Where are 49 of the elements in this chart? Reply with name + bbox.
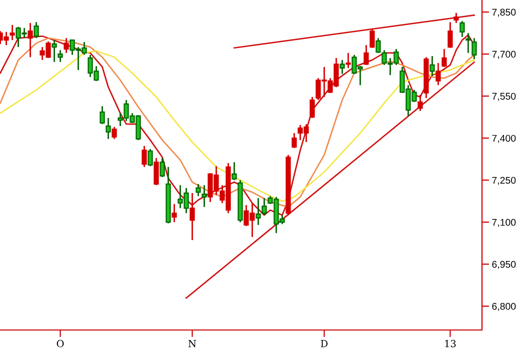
candlestick xyxy=(310,96,315,119)
x-tick-label: N xyxy=(188,340,196,348)
y-tick-label: 7,100 xyxy=(492,218,516,227)
candlestick xyxy=(442,48,447,68)
candlestick xyxy=(376,37,381,54)
candlestick xyxy=(148,148,153,167)
candlestick xyxy=(340,59,345,75)
candlestick xyxy=(106,117,111,140)
candlestick xyxy=(262,197,267,216)
candlestick xyxy=(112,126,117,140)
y-tick-label: 6,800 xyxy=(492,302,516,311)
candlestick xyxy=(34,21,39,39)
candlestick xyxy=(256,197,261,226)
x-tick-label: 13 xyxy=(445,340,456,348)
candlestick xyxy=(232,162,237,181)
candlestick xyxy=(466,32,471,54)
candlestick xyxy=(142,145,147,168)
candlestick xyxy=(430,55,435,77)
candlestick xyxy=(172,203,177,223)
candlestick xyxy=(448,21,453,49)
candlestick xyxy=(28,22,33,58)
candlestick xyxy=(58,49,63,63)
y-tick-label: 7,850 xyxy=(492,8,516,17)
candlestick xyxy=(460,20,465,38)
candlestick xyxy=(418,94,423,112)
candlestick xyxy=(196,183,201,197)
candlestick xyxy=(436,62,441,86)
candlestick xyxy=(292,132,297,149)
candlestick xyxy=(346,52,351,69)
y-tick-label: 7,400 xyxy=(492,134,516,143)
candlestick xyxy=(202,184,207,208)
candlestick xyxy=(454,12,459,24)
y-tick-label: 7,550 xyxy=(492,92,516,101)
candlestick xyxy=(64,37,69,54)
candlestick xyxy=(10,24,15,41)
candlestick xyxy=(4,31,9,46)
candlestick xyxy=(100,105,105,125)
y-tick-label: 7,250 xyxy=(492,176,516,185)
y-tick-label: 6,950 xyxy=(492,260,516,269)
candlestick xyxy=(190,192,195,241)
candlestick xyxy=(154,157,159,186)
x-tick-label: O xyxy=(56,340,64,348)
x-tick-label: D xyxy=(320,340,328,348)
candlestick xyxy=(364,44,369,66)
candlestick xyxy=(52,39,57,63)
candlestick xyxy=(472,37,477,60)
candlestick xyxy=(160,157,165,178)
y-tick-label: 7,700 xyxy=(492,50,516,59)
candlestick xyxy=(370,28,375,49)
